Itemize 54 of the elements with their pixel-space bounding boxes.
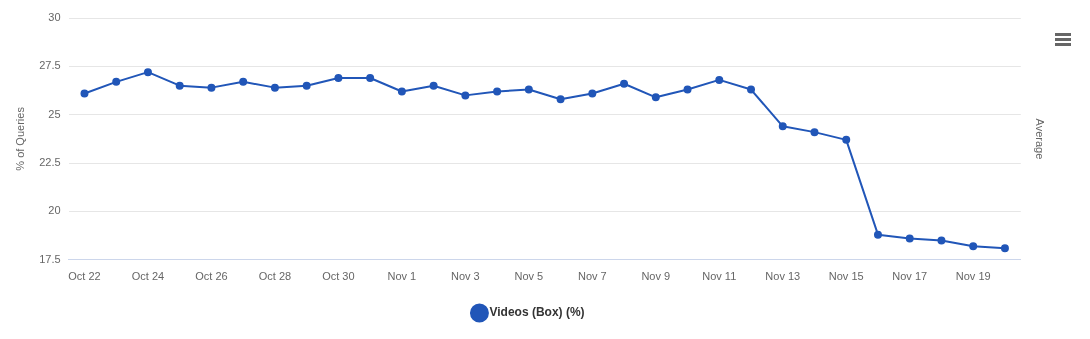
y-tick-label: 20 — [48, 204, 61, 217]
point — [302, 81, 311, 90]
x-tick-label: Nov 13 — [765, 270, 801, 283]
point — [239, 77, 248, 86]
x-tick-label: Nov 7 — [577, 270, 607, 283]
x-tick-label: Nov 5 — [514, 270, 544, 283]
x-tick-label: Oct 30 — [322, 270, 355, 283]
x-tick-label: Nov 3 — [450, 270, 480, 283]
point — [778, 122, 787, 131]
point — [556, 95, 565, 104]
point — [715, 75, 724, 84]
point — [175, 81, 184, 90]
x-tick-label: Nov 15 — [828, 270, 864, 283]
point — [651, 93, 660, 102]
point — [143, 68, 152, 77]
point — [810, 128, 819, 137]
legend-label: Videos (Box) (%) — [489, 305, 585, 320]
point — [1000, 244, 1009, 253]
x-tick-label: Oct 22 — [68, 270, 101, 283]
point — [905, 234, 914, 243]
y-tick-label: 22.5 — [39, 156, 61, 169]
point — [429, 81, 438, 90]
point — [588, 89, 597, 98]
x-tick-label: Nov 11 — [702, 270, 737, 283]
point — [969, 242, 978, 251]
y-tick-label: 17.5 — [39, 252, 61, 265]
point — [842, 135, 851, 144]
point — [397, 87, 406, 96]
point — [937, 236, 946, 245]
point — [207, 83, 216, 92]
y2-axis-title: Average — [1034, 118, 1047, 160]
y-axis-title: % of Queries — [13, 106, 26, 171]
point — [873, 230, 882, 239]
point — [112, 77, 121, 86]
x-tick-label: Oct 26 — [195, 270, 228, 283]
x-tick-label: Oct 24 — [131, 270, 165, 283]
point — [461, 91, 470, 100]
point — [683, 85, 692, 94]
point — [524, 85, 533, 94]
y-tick-label: 30 — [48, 11, 61, 24]
point — [334, 73, 343, 82]
x-tick-label: Nov 1 — [387, 270, 417, 283]
x-tick-label: Nov 9 — [641, 270, 671, 283]
point — [493, 87, 502, 96]
y-tick-label: 25 — [48, 107, 61, 120]
point — [747, 85, 756, 94]
x-tick-label: Nov 19 — [955, 270, 991, 283]
point — [80, 89, 89, 98]
point — [270, 83, 279, 92]
point — [620, 79, 629, 88]
x-tick-label: Oct 28 — [258, 270, 292, 283]
point — [366, 73, 375, 82]
y-tick-label: 27.5 — [39, 59, 61, 72]
x-tick-label: Nov 17 — [892, 270, 928, 283]
